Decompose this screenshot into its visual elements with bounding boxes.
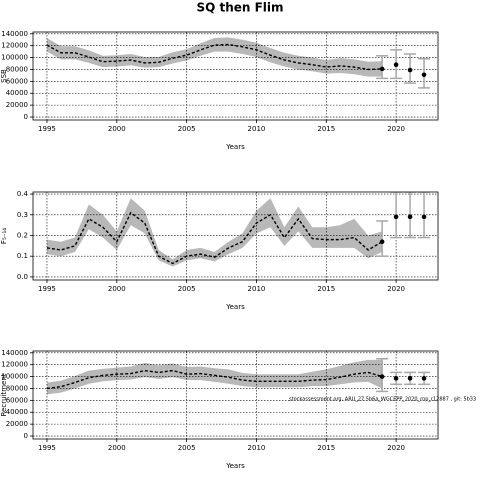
y-tick-label: 60000 — [6, 77, 28, 85]
projection-point — [393, 214, 399, 220]
x-tick-label: 2000 — [108, 285, 126, 293]
plot-area — [33, 192, 438, 280]
y-tick-label: 100000 — [1, 373, 28, 381]
projection-point — [421, 214, 427, 220]
y-tick-label: 120000 — [1, 361, 28, 369]
x-tick-label: 2015 — [317, 444, 335, 452]
projection-point — [407, 376, 413, 381]
x-tick-label: 2005 — [178, 285, 196, 293]
y-tick-label: 0.2 — [17, 231, 28, 239]
projection-point — [379, 66, 385, 72]
x-tick-label: 2000 — [108, 125, 126, 133]
projection-point — [393, 62, 399, 68]
plot-area — [33, 351, 438, 439]
projection-point — [421, 376, 427, 381]
x-tick-label: 2010 — [248, 285, 266, 293]
x-tick-label: 2010 — [248, 125, 266, 133]
projection-point — [407, 214, 413, 220]
x-tick-label: 1995 — [38, 444, 56, 452]
y-tick-label: 120000 — [1, 42, 28, 50]
x-tick-label: 2005 — [178, 444, 196, 452]
x-tick-label: 2005 — [178, 125, 196, 133]
x-tick-label: 2015 — [317, 285, 335, 293]
projection-point — [379, 239, 385, 244]
x-tick-label: 2020 — [387, 125, 405, 133]
x-axis-label: Years — [225, 143, 245, 151]
plot-frame — [32, 350, 439, 440]
x-tick-label: 2010 — [248, 444, 266, 452]
estimate-line — [46, 369, 383, 390]
y-tick-label: 20000 — [6, 420, 28, 428]
y-tick-label: 140000 — [1, 30, 28, 38]
x-tick-label: 2020 — [387, 285, 405, 293]
estimate-line — [46, 211, 383, 265]
annotation: stockassessment.org, ARU_27.5b6a_WGCEPP_… — [289, 397, 476, 403]
plot-area — [33, 32, 438, 120]
y-tick-label: 0 — [24, 113, 28, 121]
x-tick-label: 2000 — [108, 444, 126, 452]
projection-point — [379, 374, 385, 379]
confidence-band — [46, 37, 383, 77]
plot-frame — [32, 191, 439, 281]
y-tick-label: 0.4 — [17, 190, 29, 198]
projection-point — [407, 67, 413, 73]
projection-point — [421, 72, 427, 78]
x-axis-label: Years — [225, 303, 245, 311]
y-axis-label: Recruitment — [0, 373, 8, 416]
confidence-band — [46, 198, 383, 267]
x-axis-label: Years — [225, 462, 245, 470]
y-tick-label: 20000 — [6, 101, 28, 109]
plot-frame — [32, 31, 439, 121]
x-tick-label: 2020 — [387, 444, 405, 452]
y-tick-label: 0.1 — [17, 252, 28, 260]
projection-point — [393, 376, 399, 381]
y-tick-label: 140000 — [1, 349, 28, 357]
x-tick-label: 2015 — [317, 125, 335, 133]
figure-title: SQ then Flim — [196, 1, 283, 15]
y-tick-label: 60000 — [6, 396, 28, 404]
y-tick-label: 0 — [24, 432, 28, 440]
y-axis-label: SSB — [0, 69, 8, 83]
y-tick-label: 80000 — [6, 65, 28, 73]
y-axis-label: F₅₋₁₄ — [0, 228, 8, 244]
x-tick-label: 1995 — [38, 125, 56, 133]
y-tick-label: 40000 — [6, 408, 28, 416]
confidence-band — [46, 359, 383, 395]
y-tick-label: 0.3 — [17, 211, 28, 219]
x-tick-label: 1995 — [38, 285, 56, 293]
y-tick-label: 80000 — [6, 384, 28, 392]
y-tick-label: 0.0 — [17, 273, 28, 281]
y-tick-label: 40000 — [6, 89, 28, 97]
y-tick-label: 100000 — [1, 54, 28, 62]
